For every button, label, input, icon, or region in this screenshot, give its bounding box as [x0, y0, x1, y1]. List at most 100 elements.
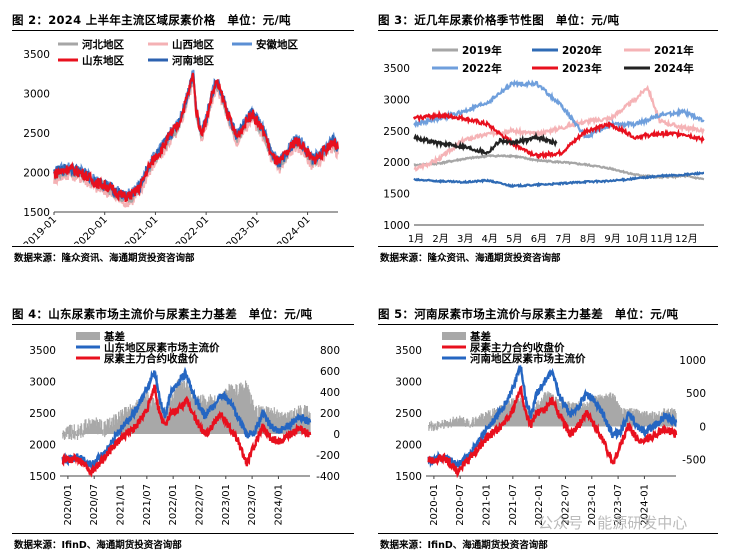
chart4-y2tick-3: 1000 — [679, 355, 706, 367]
chart1-legend-label-3: 山东地区 — [82, 54, 124, 67]
chart1-legend-label-1: 山西地区 — [172, 38, 214, 51]
chart4-legend-swatch-0 — [442, 332, 466, 340]
chart4-y2tick-0: -500 — [682, 454, 706, 466]
chart2-series-y2024 — [413, 131, 558, 156]
chart3-ytick-3: 3000 — [29, 377, 56, 389]
chart4-source-rule — [378, 533, 718, 534]
chart3-y2tick-4: 400 — [320, 387, 340, 399]
chart2-ytick-4: 3000 — [383, 94, 410, 106]
chart1-legend-label-2: 安徽地区 — [256, 38, 298, 51]
chart3-ytick-0: 1500 — [29, 471, 56, 483]
chart3-series-fut — [61, 384, 312, 478]
chart1-ytick-2: 2500 — [23, 128, 50, 140]
chart3-y2tick-1: -200 — [316, 450, 340, 462]
chart2-legend-label-1: 2020年 — [562, 44, 602, 57]
chart2-legend-label-0: 2019年 — [462, 44, 502, 57]
chart3-xtick-4: 2022/01 — [168, 484, 179, 526]
chart3-y2tick-2: 0 — [333, 429, 340, 441]
chart3-legend-label-2: 尿素主力合约收盘价 — [104, 352, 199, 365]
chart4-ytick-4: 3500 — [395, 345, 422, 357]
chart2-title-rule — [378, 30, 718, 31]
chart2-xtick-0: 1月 — [408, 233, 424, 244]
chart4-y2tick-2: 500 — [686, 388, 706, 400]
chart3-ytick-4: 3500 — [29, 345, 56, 357]
chart1-ytick-4: 3500 — [23, 49, 50, 61]
chart3-xtick-0: 2020/01 — [63, 484, 74, 526]
chart4-xtick-1: 2020-07 — [455, 484, 466, 526]
chart2-xtick-8: 9月 — [604, 233, 620, 244]
chart2-xtick-11: 12月 — [675, 233, 698, 244]
chart2-ytick-5: 3500 — [383, 63, 410, 75]
chart4-source: 数据来源：IfinD、海通期货投资咨询部 — [380, 540, 548, 551]
chart2-xtick-1: 2月 — [432, 233, 448, 244]
chart4-xtick-6: 2023-01 — [587, 484, 598, 526]
chart4-ytick-0: 1500 — [395, 471, 422, 483]
chart4-xtick-4: 2022-01 — [534, 484, 545, 526]
chart4-legend-label-2: 河南地区尿素市场主流价 — [470, 352, 586, 365]
chart3-source-rule — [12, 533, 354, 534]
chart3-xtick-6: 2023/01 — [221, 484, 232, 526]
chart3-ytick-1: 2000 — [29, 440, 56, 452]
chart3-xtick-5: 2022/07 — [194, 484, 205, 526]
chart1-series-shandong — [53, 72, 339, 203]
chart2-xtick-9: 10月 — [626, 233, 649, 244]
chart2-legend-label-4: 2023年 — [562, 62, 602, 75]
chart3-xtick-3: 2021/07 — [142, 484, 153, 526]
chart4-title-rule — [378, 324, 718, 325]
chart2-xtick-6: 7月 — [555, 233, 571, 244]
chart3-ytick-2: 2500 — [29, 408, 56, 420]
chart3-y2tick-0: -400 — [316, 471, 340, 483]
chart4-xtick-8: 2024-01 — [639, 484, 650, 526]
chart1-xtick-5: 2024-01 — [275, 214, 312, 244]
chart3-xtick-1: 2020/07 — [89, 484, 100, 526]
chart2-ytick-0: 1000 — [383, 220, 410, 232]
chart3-plot: 1500 2000 2500 3000 3500 -400 -200 0 200 400 600 80… — [29, 330, 340, 526]
chart3-source: 数据来源：IfinD、海通期货投资咨询部 — [14, 540, 182, 551]
chart1-xtick-1: 2020-01 — [73, 214, 110, 244]
chart2-series-y2021 — [413, 84, 705, 172]
chart3-y2tick-3: 200 — [320, 408, 340, 420]
chart2-xtick-4: 5月 — [506, 233, 522, 244]
chart1-ytick-3: 3000 — [23, 89, 50, 101]
chart1-source-rule — [12, 246, 354, 247]
chart1-title: 图 2：2024 上半年主流区域尿素价格 单位：元/吨 — [12, 13, 291, 27]
chart3-y2tick-6: 800 — [320, 345, 340, 357]
chart4-xtick-2: 2021-01 — [482, 484, 493, 526]
chart2-legend-label-5: 2024年 — [654, 62, 694, 75]
chart2-xtick-10: 11月 — [650, 233, 673, 244]
chart4-ytick-1: 2000 — [395, 440, 422, 452]
chart2-plot: 1000 1500 2000 2500 3000 3500 1月 2月 3月 4月 5月 6月 7月 8月… — [383, 44, 705, 244]
chart3-title-rule — [12, 324, 354, 325]
chart1-xtick-4: 2023-01 — [225, 214, 262, 244]
chart4-ytick-3: 3000 — [395, 377, 422, 389]
chart3-xtick-8: 2024/01 — [273, 484, 284, 526]
chart2-legend-label-3: 2022年 — [462, 62, 502, 75]
chart2-series-y2020 — [413, 170, 704, 188]
chart4-plot: 1500 2000 2500 3000 3500 -500 0 500 1000 2020-01 2… — [395, 330, 706, 526]
chart2-ytick-1: 1500 — [383, 189, 410, 201]
chart3-legend-label-1: 山东地区尿素市场主流价 — [104, 341, 220, 354]
chart1-xtick-3: 2022-01 — [174, 214, 211, 244]
chart3-legend-label-0: 基差 — [103, 330, 125, 343]
chart1-ytick-1: 2000 — [23, 168, 50, 180]
chart2-ytick-2: 2000 — [383, 157, 410, 169]
chart3-xtick-7: 2023/07 — [247, 484, 258, 526]
chart1-title-rule — [12, 30, 354, 31]
chart3-legend-swatch-0 — [76, 332, 100, 340]
chart2-xtick-7: 8月 — [580, 233, 596, 244]
chart2-source: 数据来源：隆众资讯、海通期货投资咨询部 — [380, 253, 561, 264]
chart2-xtick-2: 3月 — [457, 233, 473, 244]
chart3-series-spot_sd — [61, 366, 312, 473]
chart3-xtick-2: 2021/01 — [116, 484, 127, 526]
chart2-ytick-3: 2500 — [383, 126, 410, 138]
chart1-xtick-2: 2021-01 — [123, 214, 160, 244]
chart3-y2tick-5: 600 — [320, 366, 340, 378]
chart2-series-y2022 — [413, 79, 705, 139]
chart1-ytick-0: 1500 — [23, 207, 50, 219]
chart1-legend-label-0: 河北地区 — [82, 38, 124, 51]
wechat-watermark: 公众号 · 能源研发中心 — [538, 514, 688, 532]
chart1-legend-label-4: 河南地区 — [172, 54, 214, 67]
chart4-y2tick-1: 0 — [699, 421, 706, 433]
chart2-legend-label-2: 2021年 — [654, 44, 694, 57]
